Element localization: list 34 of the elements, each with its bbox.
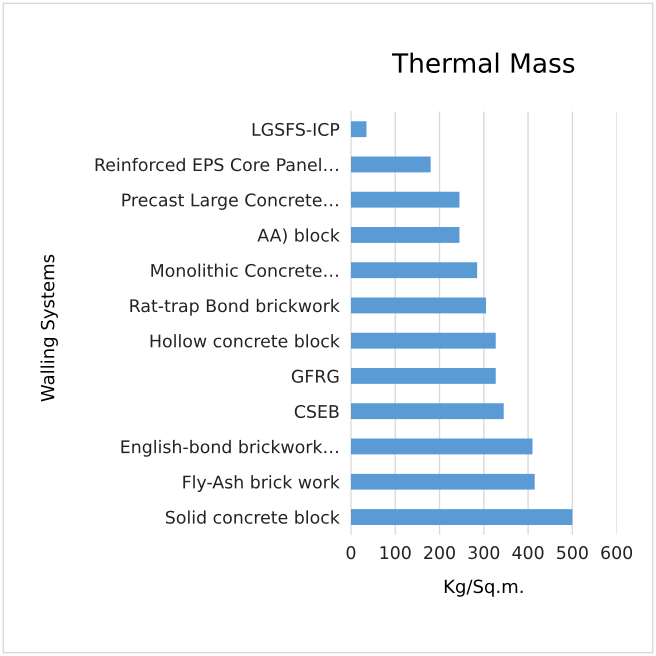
y-tick-label: English-bond brickwork… — [121, 440, 338, 457]
bar — [350, 403, 504, 420]
y-tick-label: Rat-trap Bond brickwork — [130, 298, 340, 316]
bar — [350, 262, 478, 278]
x-tick-label: 0 — [346, 546, 356, 560]
bar — [350, 226, 460, 243]
x-tick-label: 100 — [380, 546, 411, 560]
y-tick-label: GFRG — [292, 370, 338, 383]
bar — [350, 156, 431, 172]
y-tick-label: Monolithic Concrete… — [151, 264, 338, 278]
y-tick-label: LGSFS-ICP — [252, 122, 340, 136]
x-tick-label: 600 — [601, 546, 632, 560]
x-tick-label: 400 — [512, 546, 544, 560]
y-axis-title: Walling Systems — [40, 254, 58, 402]
bar — [350, 298, 486, 314]
y-tick-label: Hollow concrete block — [150, 334, 340, 348]
x-axis-title: Kg/Sq.m. — [444, 580, 523, 597]
y-tick-label: Solid concrete block — [166, 510, 340, 524]
y-tick-label: Reinforced EPS Core Panel… — [96, 158, 338, 172]
y-tick-label: Fly-Ash brick work — [183, 475, 340, 492]
y-tick-label: AA) block — [257, 228, 340, 244]
bar — [350, 438, 533, 454]
x-tick-label: 200 — [424, 546, 455, 560]
x-tick-label: 500 — [557, 546, 588, 560]
y-tick-label: Precast Large Concrete… — [122, 193, 338, 210]
bar — [350, 121, 366, 138]
chart-title: Thermal Mass — [392, 52, 574, 74]
x-tick-label: 300 — [468, 546, 500, 560]
bar — [350, 368, 496, 384]
bar — [350, 474, 535, 490]
bar — [350, 332, 496, 349]
bar — [350, 192, 460, 208]
bar — [350, 509, 572, 525]
y-tick-label: CSEB — [294, 404, 339, 418]
